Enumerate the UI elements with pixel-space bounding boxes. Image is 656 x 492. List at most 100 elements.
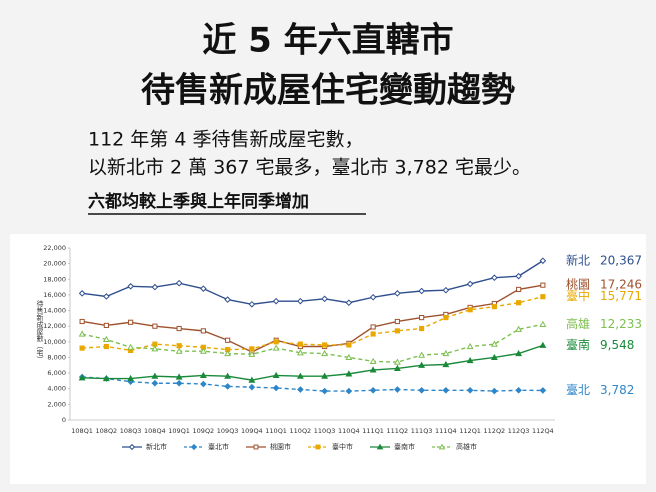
y-tick-label: 22,000	[43, 244, 66, 252]
end-label-name: 桃園	[566, 277, 590, 292]
marker	[152, 323, 158, 329]
marker	[516, 286, 522, 293]
marker	[346, 342, 352, 348]
marker	[225, 337, 231, 343]
marker	[127, 283, 134, 290]
marker	[272, 344, 280, 351]
marker	[491, 304, 497, 310]
x-tick-label: 112Q4	[532, 427, 554, 435]
marker	[539, 387, 547, 394]
x-tick-label: 108Q3	[120, 427, 142, 435]
marker	[79, 345, 85, 351]
y-tick-label: 16,000	[43, 291, 66, 299]
marker	[151, 345, 159, 352]
marker	[490, 353, 498, 361]
series-line	[82, 344, 544, 381]
x-tick-label: 111Q3	[411, 427, 433, 435]
marker	[369, 386, 377, 394]
marker	[200, 328, 206, 334]
x-tick-label: 112Q1	[459, 427, 481, 435]
marker	[515, 386, 522, 394]
marker	[176, 325, 182, 332]
marker	[224, 349, 232, 357]
y-tick-label: 8,000	[47, 353, 66, 361]
legend-label: 新北市	[146, 442, 167, 451]
series-line	[82, 296, 544, 352]
x-tick-label: 109Q4	[241, 427, 263, 435]
y-axis-label: 待售新成屋數（宅）	[36, 299, 44, 363]
marker	[248, 383, 256, 391]
marker	[321, 372, 329, 379]
marker	[539, 341, 547, 348]
end-label-name: 臺北	[566, 382, 590, 397]
marker	[442, 386, 450, 394]
marker	[224, 296, 231, 303]
marker	[467, 307, 473, 313]
marker	[103, 343, 109, 350]
marker	[539, 320, 547, 327]
title-line: 近 5 年六直轄市	[202, 21, 453, 61]
end-label-name: 高雄	[566, 316, 590, 331]
marker	[516, 300, 522, 306]
marker	[438, 443, 446, 450]
marker	[297, 297, 304, 305]
x-tick-label: 109Q1	[168, 427, 190, 435]
headline: 六都均較上季與上年同季增加	[88, 191, 309, 212]
marker	[418, 351, 426, 358]
marker	[515, 349, 523, 357]
marker	[466, 386, 474, 394]
chart-panel	[10, 234, 646, 484]
marker	[515, 272, 522, 280]
marker	[175, 379, 183, 387]
x-tick-label: 111Q4	[435, 427, 457, 435]
marker	[102, 335, 110, 343]
marker	[393, 364, 401, 371]
legend-label: 高雄市	[456, 442, 477, 451]
x-tick-label: 108Q1	[71, 427, 93, 435]
marker	[273, 339, 279, 345]
marker	[466, 280, 474, 288]
marker	[369, 357, 377, 364]
end-label-value: 17,246	[600, 278, 642, 292]
x-tick-label: 108Q2	[96, 427, 118, 435]
marker	[321, 295, 328, 303]
marker	[103, 293, 110, 300]
title-line: 待售新成屋住宅變動趨勢	[141, 71, 515, 111]
x-tick-label: 108Q4	[144, 427, 166, 435]
marker	[248, 350, 256, 357]
x-tick-label: 109Q2	[193, 427, 215, 435]
marker	[418, 386, 425, 394]
marker	[370, 324, 376, 330]
marker	[369, 293, 377, 301]
marker	[515, 325, 523, 332]
marker	[442, 286, 450, 294]
marker	[376, 443, 384, 450]
x-tick-label: 112Q2	[484, 427, 506, 435]
legend-label: 臺中市	[332, 442, 353, 451]
marker	[253, 444, 259, 450]
end-label-value: 15,771	[600, 289, 642, 303]
y-tick-label: 20,000	[43, 260, 66, 268]
marker	[79, 318, 85, 325]
marker	[540, 294, 546, 300]
marker	[322, 342, 328, 348]
subtitle-line: 以新北市 2 萬 367 宅最多，臺北市 3,782 宅最少。	[88, 157, 531, 179]
marker	[297, 386, 304, 393]
marker	[151, 379, 159, 387]
y-tick-label: 18,000	[43, 275, 66, 283]
marker	[490, 340, 498, 347]
marker	[345, 299, 353, 307]
marker	[199, 347, 207, 354]
series-line	[81, 323, 544, 363]
marker	[200, 285, 207, 292]
end-label-name: 臺南	[566, 337, 590, 352]
marker	[442, 360, 450, 368]
marker	[491, 387, 498, 395]
marker	[248, 300, 256, 308]
marker	[175, 373, 183, 380]
y-tick-label: 4,000	[47, 385, 66, 393]
marker	[200, 380, 207, 388]
marker	[78, 374, 86, 381]
y-tick-label: 10,000	[43, 338, 66, 346]
